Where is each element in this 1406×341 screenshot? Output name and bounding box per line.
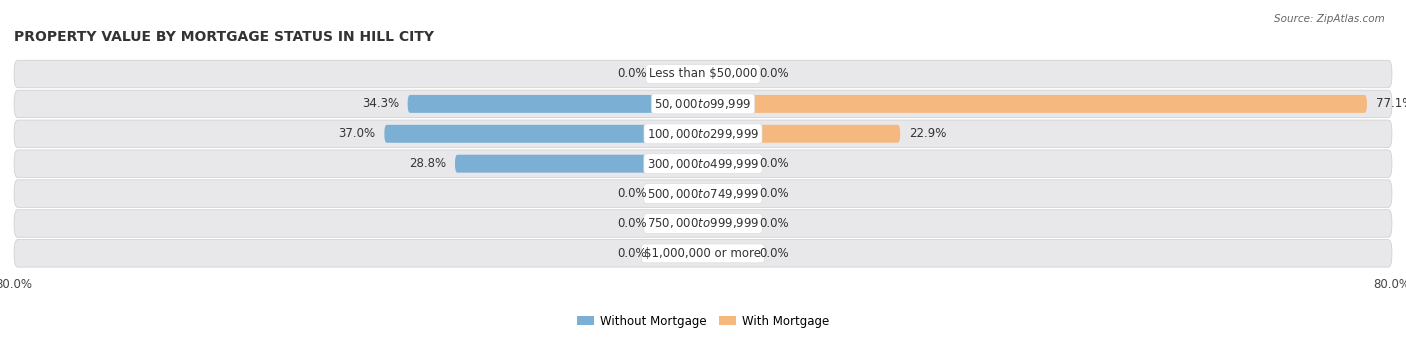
Text: $50,000 to $99,999: $50,000 to $99,999 — [654, 97, 752, 111]
Text: 37.0%: 37.0% — [339, 127, 375, 140]
FancyBboxPatch shape — [703, 184, 751, 203]
Text: 0.0%: 0.0% — [759, 157, 789, 170]
Text: 0.0%: 0.0% — [759, 247, 789, 260]
Text: 22.9%: 22.9% — [908, 127, 946, 140]
Text: $500,000 to $749,999: $500,000 to $749,999 — [647, 187, 759, 201]
FancyBboxPatch shape — [703, 95, 1367, 113]
FancyBboxPatch shape — [14, 180, 1392, 207]
Text: 0.0%: 0.0% — [759, 217, 789, 230]
Text: 77.1%: 77.1% — [1375, 98, 1406, 110]
FancyBboxPatch shape — [14, 240, 1392, 267]
Text: 0.0%: 0.0% — [759, 68, 789, 80]
FancyBboxPatch shape — [703, 155, 751, 173]
FancyBboxPatch shape — [384, 125, 703, 143]
FancyBboxPatch shape — [14, 210, 1392, 237]
FancyBboxPatch shape — [14, 60, 1392, 88]
Text: 28.8%: 28.8% — [409, 157, 446, 170]
Text: $100,000 to $299,999: $100,000 to $299,999 — [647, 127, 759, 141]
Text: 0.0%: 0.0% — [617, 217, 647, 230]
Text: 0.0%: 0.0% — [759, 187, 789, 200]
Text: 0.0%: 0.0% — [617, 247, 647, 260]
Text: $300,000 to $499,999: $300,000 to $499,999 — [647, 157, 759, 171]
FancyBboxPatch shape — [655, 184, 703, 203]
Text: 34.3%: 34.3% — [361, 98, 399, 110]
FancyBboxPatch shape — [14, 120, 1392, 148]
FancyBboxPatch shape — [14, 150, 1392, 177]
FancyBboxPatch shape — [408, 95, 703, 113]
FancyBboxPatch shape — [14, 90, 1392, 118]
Text: Source: ZipAtlas.com: Source: ZipAtlas.com — [1274, 14, 1385, 24]
FancyBboxPatch shape — [703, 125, 900, 143]
FancyBboxPatch shape — [703, 244, 751, 262]
Text: 0.0%: 0.0% — [617, 68, 647, 80]
FancyBboxPatch shape — [703, 214, 751, 233]
FancyBboxPatch shape — [655, 65, 703, 83]
FancyBboxPatch shape — [655, 244, 703, 262]
Text: Less than $50,000: Less than $50,000 — [648, 68, 758, 80]
FancyBboxPatch shape — [655, 214, 703, 233]
FancyBboxPatch shape — [703, 65, 751, 83]
Text: PROPERTY VALUE BY MORTGAGE STATUS IN HILL CITY: PROPERTY VALUE BY MORTGAGE STATUS IN HIL… — [14, 30, 434, 44]
Legend: Without Mortgage, With Mortgage: Without Mortgage, With Mortgage — [572, 310, 834, 332]
FancyBboxPatch shape — [456, 155, 703, 173]
Text: $1,000,000 or more: $1,000,000 or more — [644, 247, 762, 260]
Text: $750,000 to $999,999: $750,000 to $999,999 — [647, 217, 759, 231]
Text: 0.0%: 0.0% — [617, 187, 647, 200]
